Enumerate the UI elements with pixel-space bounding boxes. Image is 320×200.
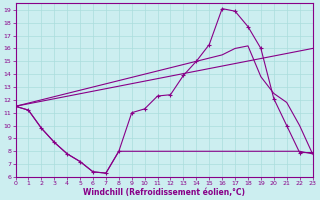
- X-axis label: Windchill (Refroidissement éolien,°C): Windchill (Refroidissement éolien,°C): [83, 188, 245, 197]
